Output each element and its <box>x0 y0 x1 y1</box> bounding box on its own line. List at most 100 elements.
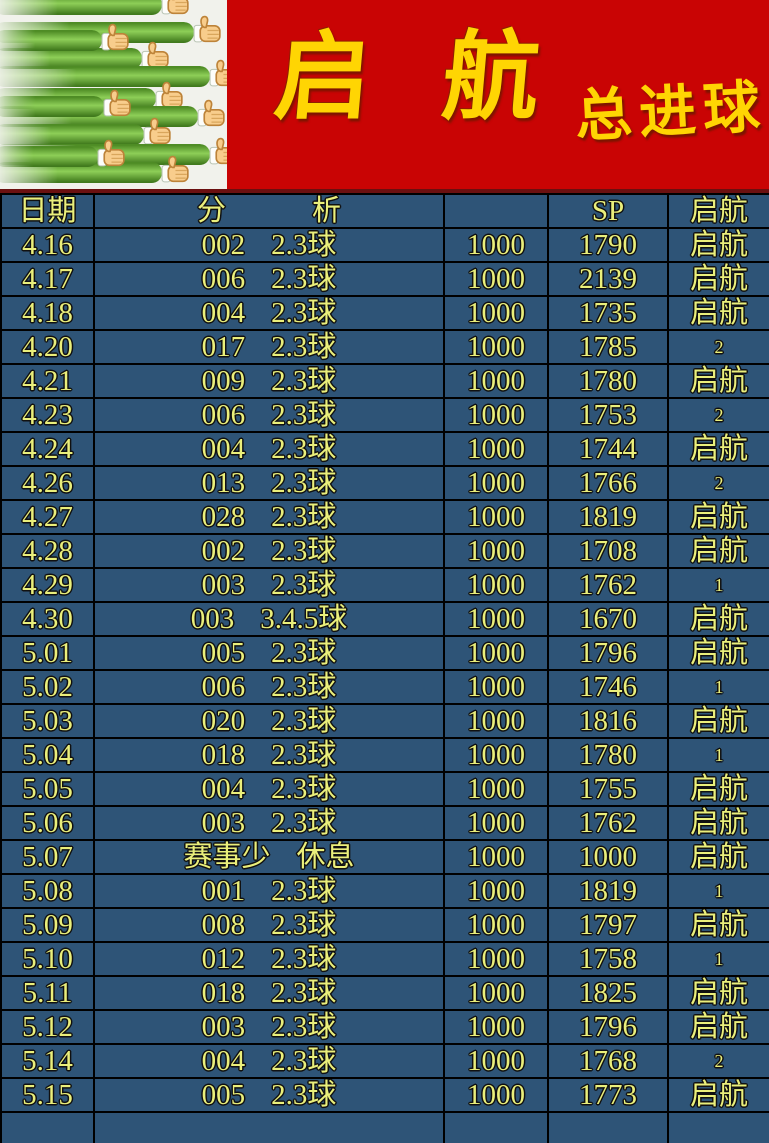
result-cell <box>667 1111 769 1143</box>
analysis-pick: 2.3球 <box>271 500 337 533</box>
analysis-pick: 2.3球 <box>271 670 337 703</box>
green-arm-decoration <box>0 96 104 117</box>
result-cell: 启航 <box>667 635 769 671</box>
date-cell: 5.14 <box>0 1043 95 1079</box>
thumbs-decoration-panel <box>0 0 227 189</box>
sp-cell: 1762 <box>547 805 669 841</box>
result-cell: 启航 <box>667 363 769 399</box>
sp-cell: 1819 <box>547 873 669 909</box>
green-arm-decoration <box>0 162 162 183</box>
sp-cell: 1816 <box>547 703 669 739</box>
stake-cell: 1000 <box>443 533 549 569</box>
analysis-code: 004 <box>201 1044 246 1077</box>
table-row: 5.08 001 2.3球 1000 1819 1 <box>0 873 769 909</box>
analysis-pick: 2.3球 <box>271 772 337 805</box>
result-cell: 1 <box>667 941 769 977</box>
sp-cell: 1735 <box>547 295 669 331</box>
header-banner: 启 航 总进球 <box>0 0 769 189</box>
analysis-pick: 2.3球 <box>271 1010 337 1043</box>
table-row: 4.20 017 2.3球 1000 1785 2 <box>0 329 769 365</box>
date-cell: 4.20 <box>0 329 95 365</box>
analysis-cell: 017 2.3球 <box>93 329 445 365</box>
green-arm-decoration <box>0 66 210 87</box>
sp-cell: 1000 <box>547 839 669 875</box>
analysis-pick: 2.3球 <box>271 534 337 567</box>
sp-cell: 1796 <box>547 1009 669 1045</box>
analysis-pick: 2.3球 <box>271 704 337 737</box>
analysis-pick: 2.3球 <box>271 908 337 941</box>
sp-cell: 1762 <box>547 567 669 603</box>
sp-cell: 1780 <box>547 737 669 773</box>
analysis-cell: 003 3.4.5球 <box>93 601 445 637</box>
date-cell: 5.05 <box>0 771 95 807</box>
result-cell: 启航 <box>667 601 769 637</box>
analysis-pick: 2.3球 <box>271 330 337 363</box>
sp-cell: 1766 <box>547 465 669 501</box>
green-arm-decoration <box>0 30 102 51</box>
date-cell: 4.28 <box>0 533 95 569</box>
stake-cell: 1000 <box>443 907 549 943</box>
analysis-cell: 001 2.3球 <box>93 873 445 909</box>
analysis-cell: 005 2.3球 <box>93 1077 445 1113</box>
analysis-pick: 2.3球 <box>271 398 337 431</box>
thumbs-up-icon <box>197 99 225 127</box>
table-row: 4.16 002 2.3球 1000 1790 启航 <box>0 227 769 263</box>
analysis-pick: 2.3球 <box>271 636 337 669</box>
result-cell: 1 <box>667 737 769 773</box>
analysis-code: 018 <box>201 976 246 1009</box>
sp-cell <box>547 1111 669 1143</box>
result-cell: 1 <box>667 669 769 705</box>
analysis-code: 002 <box>201 228 246 261</box>
date-cell: 5.12 <box>0 1009 95 1045</box>
table-row: 4.26 013 2.3球 1000 1766 2 <box>0 465 769 501</box>
date-cell <box>0 1111 95 1143</box>
analysis-pick: 2.3球 <box>271 738 337 771</box>
sp-cell: 1780 <box>547 363 669 399</box>
stake-cell: 1000 <box>443 839 549 875</box>
stake-cell: 1000 <box>443 1009 549 1045</box>
analysis-code: 018 <box>201 738 246 771</box>
analysis-cell: 018 2.3球 <box>93 737 445 773</box>
analysis-cell: 005 2.3球 <box>93 635 445 671</box>
analysis-cell: 028 2.3球 <box>93 499 445 535</box>
analysis-code: 020 <box>201 704 246 737</box>
table-row: 4.21 009 2.3球 1000 1780 启航 <box>0 363 769 399</box>
banner-title-char-left: 启 <box>270 24 376 131</box>
sp-cell: 1755 <box>547 771 669 807</box>
date-cell: 5.03 <box>0 703 95 739</box>
analysis-cell: 008 2.3球 <box>93 907 445 943</box>
result-cell: 2 <box>667 397 769 433</box>
sp-cell: 1785 <box>547 329 669 365</box>
analysis-pick: 2.3球 <box>271 568 337 601</box>
thumbs-up-icon <box>143 117 171 145</box>
analysis-cell: 004 2.3球 <box>93 1043 445 1079</box>
table-row: 5.15 005 2.3球 1000 1773 启航 <box>0 1077 769 1113</box>
thumbs-up-icon <box>161 155 189 183</box>
sp-cell: 1708 <box>547 533 669 569</box>
header-result: 启航 <box>667 193 769 229</box>
thumbs-up-icon <box>209 137 227 165</box>
green-arm-decoration <box>0 124 144 145</box>
analysis-pick: 2.3球 <box>271 228 337 261</box>
result-cell: 2 <box>667 329 769 365</box>
thumbs-up-icon <box>209 59 227 87</box>
analysis-code: 017 <box>201 330 246 363</box>
stake-cell: 1000 <box>443 363 549 399</box>
header-row: 日期 分 析 SP 启航 <box>0 193 769 229</box>
sp-cell: 1825 <box>547 975 669 1011</box>
thumbs-up-icon <box>161 0 189 15</box>
result-cell: 启航 <box>667 499 769 535</box>
table-row: 5.07 赛事少 休息 1000 1000 启航 <box>0 839 769 875</box>
green-arm-decoration <box>0 146 98 167</box>
analysis-cell: 013 2.3球 <box>93 465 445 501</box>
table-row: 5.01 005 2.3球 1000 1796 启航 <box>0 635 769 671</box>
table-row: 5.14 004 2.3球 1000 1768 2 <box>0 1043 769 1079</box>
date-cell: 5.08 <box>0 873 95 909</box>
analysis-cell: 003 2.3球 <box>93 567 445 603</box>
sp-cell: 1670 <box>547 601 669 637</box>
date-cell: 4.17 <box>0 261 95 297</box>
result-cell: 启航 <box>667 805 769 841</box>
analysis-code: 005 <box>201 636 246 669</box>
stake-cell: 1000 <box>443 431 549 467</box>
date-cell: 4.16 <box>0 227 95 263</box>
